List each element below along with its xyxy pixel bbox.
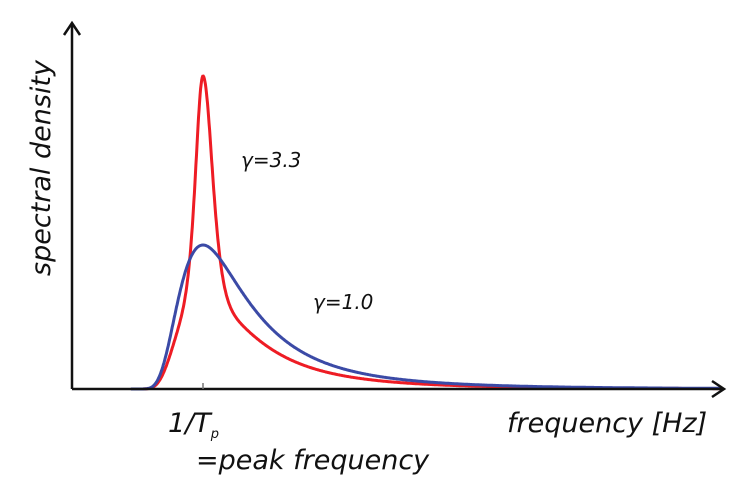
x-tick-note: =peak frequency [196, 445, 430, 476]
x-tick-label-main: 1/T [168, 408, 213, 439]
x-tick-label: 1/Tp [168, 408, 219, 442]
series-line-gamma-3-3 [130, 74, 722, 391]
series-label-gamma-1-0: γ=1.0 [313, 290, 373, 314]
series-label-gamma-3-3: γ=3.3 [241, 148, 301, 172]
x-axis-arrow [711, 379, 727, 399]
x-tick-label-sub: p [210, 427, 219, 442]
series-line-gamma-1-0 [130, 243, 722, 391]
y-axis-arrow [62, 20, 82, 36]
y-axis-label: spectral density [26, 59, 57, 276]
x-axis-label: frequency [Hz] [507, 408, 707, 439]
